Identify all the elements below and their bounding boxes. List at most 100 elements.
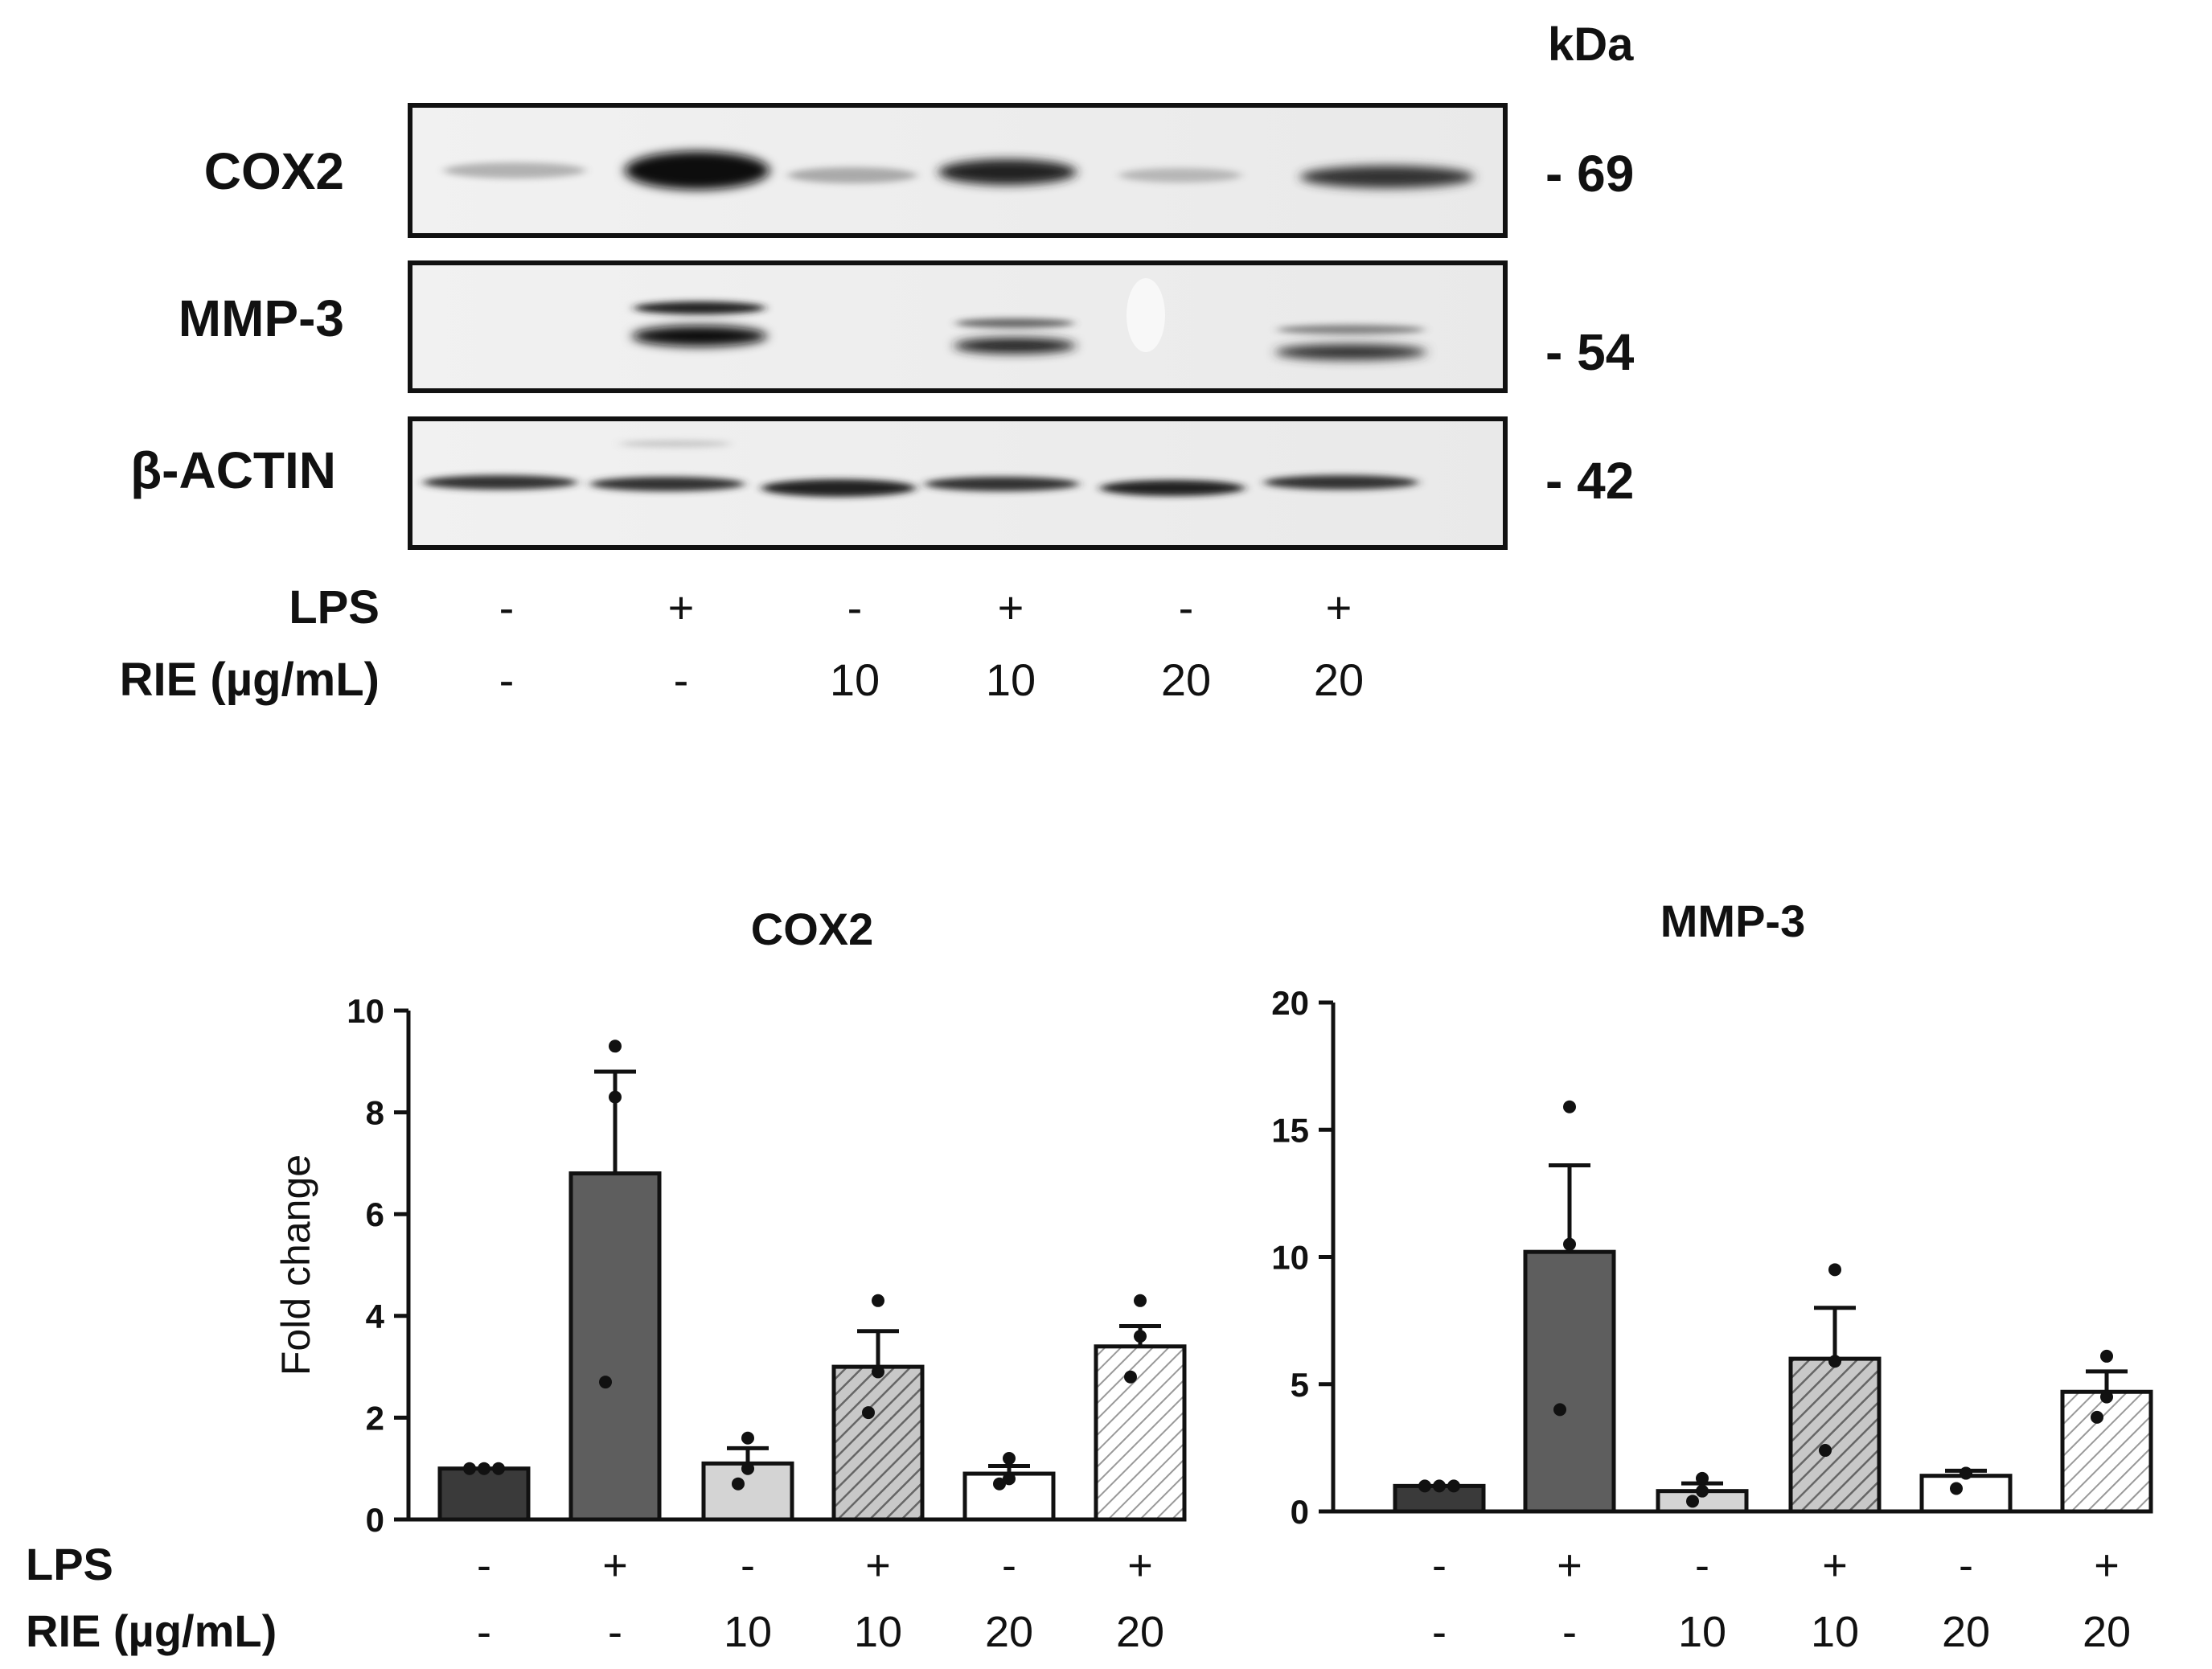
blot-marker-69: - 69 bbox=[1545, 145, 1634, 203]
rie-value: - bbox=[608, 1608, 622, 1656]
blot-lps-value: - bbox=[847, 582, 863, 633]
chart-title: COX2 bbox=[751, 904, 874, 954]
data-point bbox=[1563, 1100, 1576, 1113]
data-point bbox=[1003, 1452, 1016, 1466]
data-point bbox=[2100, 1390, 2113, 1404]
data-point bbox=[862, 1406, 875, 1420]
lps-value: - bbox=[1432, 1541, 1447, 1589]
rie-value: 10 bbox=[1678, 1608, 1726, 1656]
data-point bbox=[2100, 1349, 2113, 1363]
rie-value: 20 bbox=[985, 1608, 1033, 1656]
lps-value: - bbox=[1002, 1541, 1016, 1589]
blot-lps-label: LPS bbox=[289, 581, 380, 634]
data-point bbox=[1134, 1294, 1147, 1307]
blot-lps-value: - bbox=[1179, 582, 1194, 633]
rie-value: - bbox=[477, 1608, 491, 1656]
data-point bbox=[1696, 1484, 1709, 1498]
band-artifact bbox=[1127, 278, 1165, 352]
rie-value: - bbox=[1432, 1608, 1447, 1656]
data-point bbox=[1828, 1263, 1841, 1277]
bar bbox=[831, 1364, 925, 1522]
band bbox=[1277, 325, 1425, 334]
data-point bbox=[1819, 1444, 1832, 1458]
band bbox=[955, 318, 1074, 328]
bar bbox=[437, 1466, 531, 1522]
blot-rie-value: - bbox=[499, 654, 515, 705]
blot-rie-value: - bbox=[674, 654, 689, 705]
bar bbox=[1919, 1474, 2013, 1514]
y-tick-label: 10 bbox=[1271, 1239, 1309, 1277]
actin-bands bbox=[423, 441, 1418, 497]
lps-value: - bbox=[1695, 1541, 1709, 1589]
lps-value: + bbox=[865, 1541, 891, 1589]
chart-title: MMP-3 bbox=[1660, 896, 1805, 946]
y-tick-label: 10 bbox=[347, 992, 384, 1030]
blot-lps-value: + bbox=[1326, 582, 1352, 633]
lps-value: + bbox=[1557, 1541, 1582, 1589]
band bbox=[1300, 166, 1474, 188]
band bbox=[761, 479, 916, 497]
cox2-bar-chart: COX2 Fold change 0 2 4 6 8 10 - - + - - 10 +10 - 20 +20 bbox=[273, 904, 1187, 1656]
band bbox=[1119, 168, 1241, 182]
blot-rie-value: 20 bbox=[1161, 654, 1211, 705]
chart-lps-label: LPS bbox=[26, 1539, 113, 1589]
data-point bbox=[741, 1462, 754, 1475]
blot-rie-value: 20 bbox=[1314, 654, 1364, 705]
y-axis-label: Fold change bbox=[273, 1154, 318, 1376]
lps-value: + bbox=[1822, 1541, 1848, 1589]
western-blot: kDa COX2 - 69 MMP-3 - 54 β-ACTIN bbox=[120, 18, 1635, 706]
data-point bbox=[599, 1376, 612, 1389]
band bbox=[1275, 344, 1426, 360]
data-point bbox=[1433, 1479, 1446, 1493]
y-tick-label: 20 bbox=[1271, 984, 1309, 1022]
bar bbox=[2060, 1389, 2153, 1514]
lps-value: - bbox=[741, 1541, 755, 1589]
y-tick-label: 5 bbox=[1291, 1366, 1309, 1404]
y-tick-label: 4 bbox=[366, 1298, 385, 1335]
data-point bbox=[872, 1365, 884, 1379]
y-tick-label: 6 bbox=[366, 1195, 384, 1233]
rie-value: 20 bbox=[2083, 1608, 2131, 1656]
band bbox=[590, 477, 745, 491]
band bbox=[619, 441, 732, 447]
rie-value: 10 bbox=[724, 1608, 772, 1656]
mmp3-bar-chart: MMP-3 0 5 10 15 20 - - + - - 10 +10 - 20 +20 bbox=[1271, 896, 2153, 1656]
data-point bbox=[1950, 1482, 1963, 1495]
data-point bbox=[1418, 1479, 1431, 1493]
lps-value: + bbox=[2094, 1541, 2120, 1589]
lps-value: + bbox=[1127, 1541, 1153, 1589]
band bbox=[634, 301, 765, 314]
rie-value: - bbox=[1562, 1608, 1577, 1656]
data-point bbox=[1553, 1403, 1566, 1417]
y-tick-label: 8 bbox=[366, 1094, 384, 1132]
data-point bbox=[478, 1462, 490, 1475]
data-point bbox=[492, 1462, 505, 1475]
rie-value: 10 bbox=[854, 1608, 902, 1656]
blot-row-label-cox2: COX2 bbox=[204, 142, 344, 200]
data-point bbox=[1960, 1466, 1972, 1480]
band bbox=[625, 151, 769, 190]
blot-rie-label: RIE (µg/mL) bbox=[120, 654, 380, 706]
band bbox=[1100, 480, 1245, 496]
bar bbox=[568, 1171, 662, 1522]
data-point bbox=[1134, 1330, 1147, 1343]
data-point bbox=[1563, 1237, 1576, 1251]
data-point bbox=[1696, 1471, 1709, 1485]
data-point bbox=[872, 1294, 884, 1307]
band bbox=[423, 475, 577, 490]
data-point bbox=[1447, 1479, 1460, 1493]
bar bbox=[1094, 1344, 1187, 1522]
band bbox=[632, 326, 767, 347]
data-point bbox=[1003, 1472, 1016, 1486]
blot-conditions: - + - + - + - - 10 10 20 20 bbox=[499, 582, 1364, 705]
lps-value: - bbox=[477, 1541, 491, 1589]
data-point bbox=[2091, 1410, 2103, 1424]
bar bbox=[962, 1471, 1056, 1522]
blot-lps-value: + bbox=[998, 582, 1024, 633]
blot-rie-value: 10 bbox=[830, 654, 880, 705]
band bbox=[938, 159, 1077, 185]
band bbox=[954, 338, 1076, 354]
band bbox=[788, 167, 917, 183]
data-point bbox=[463, 1462, 476, 1475]
lps-value: - bbox=[1959, 1541, 1973, 1589]
